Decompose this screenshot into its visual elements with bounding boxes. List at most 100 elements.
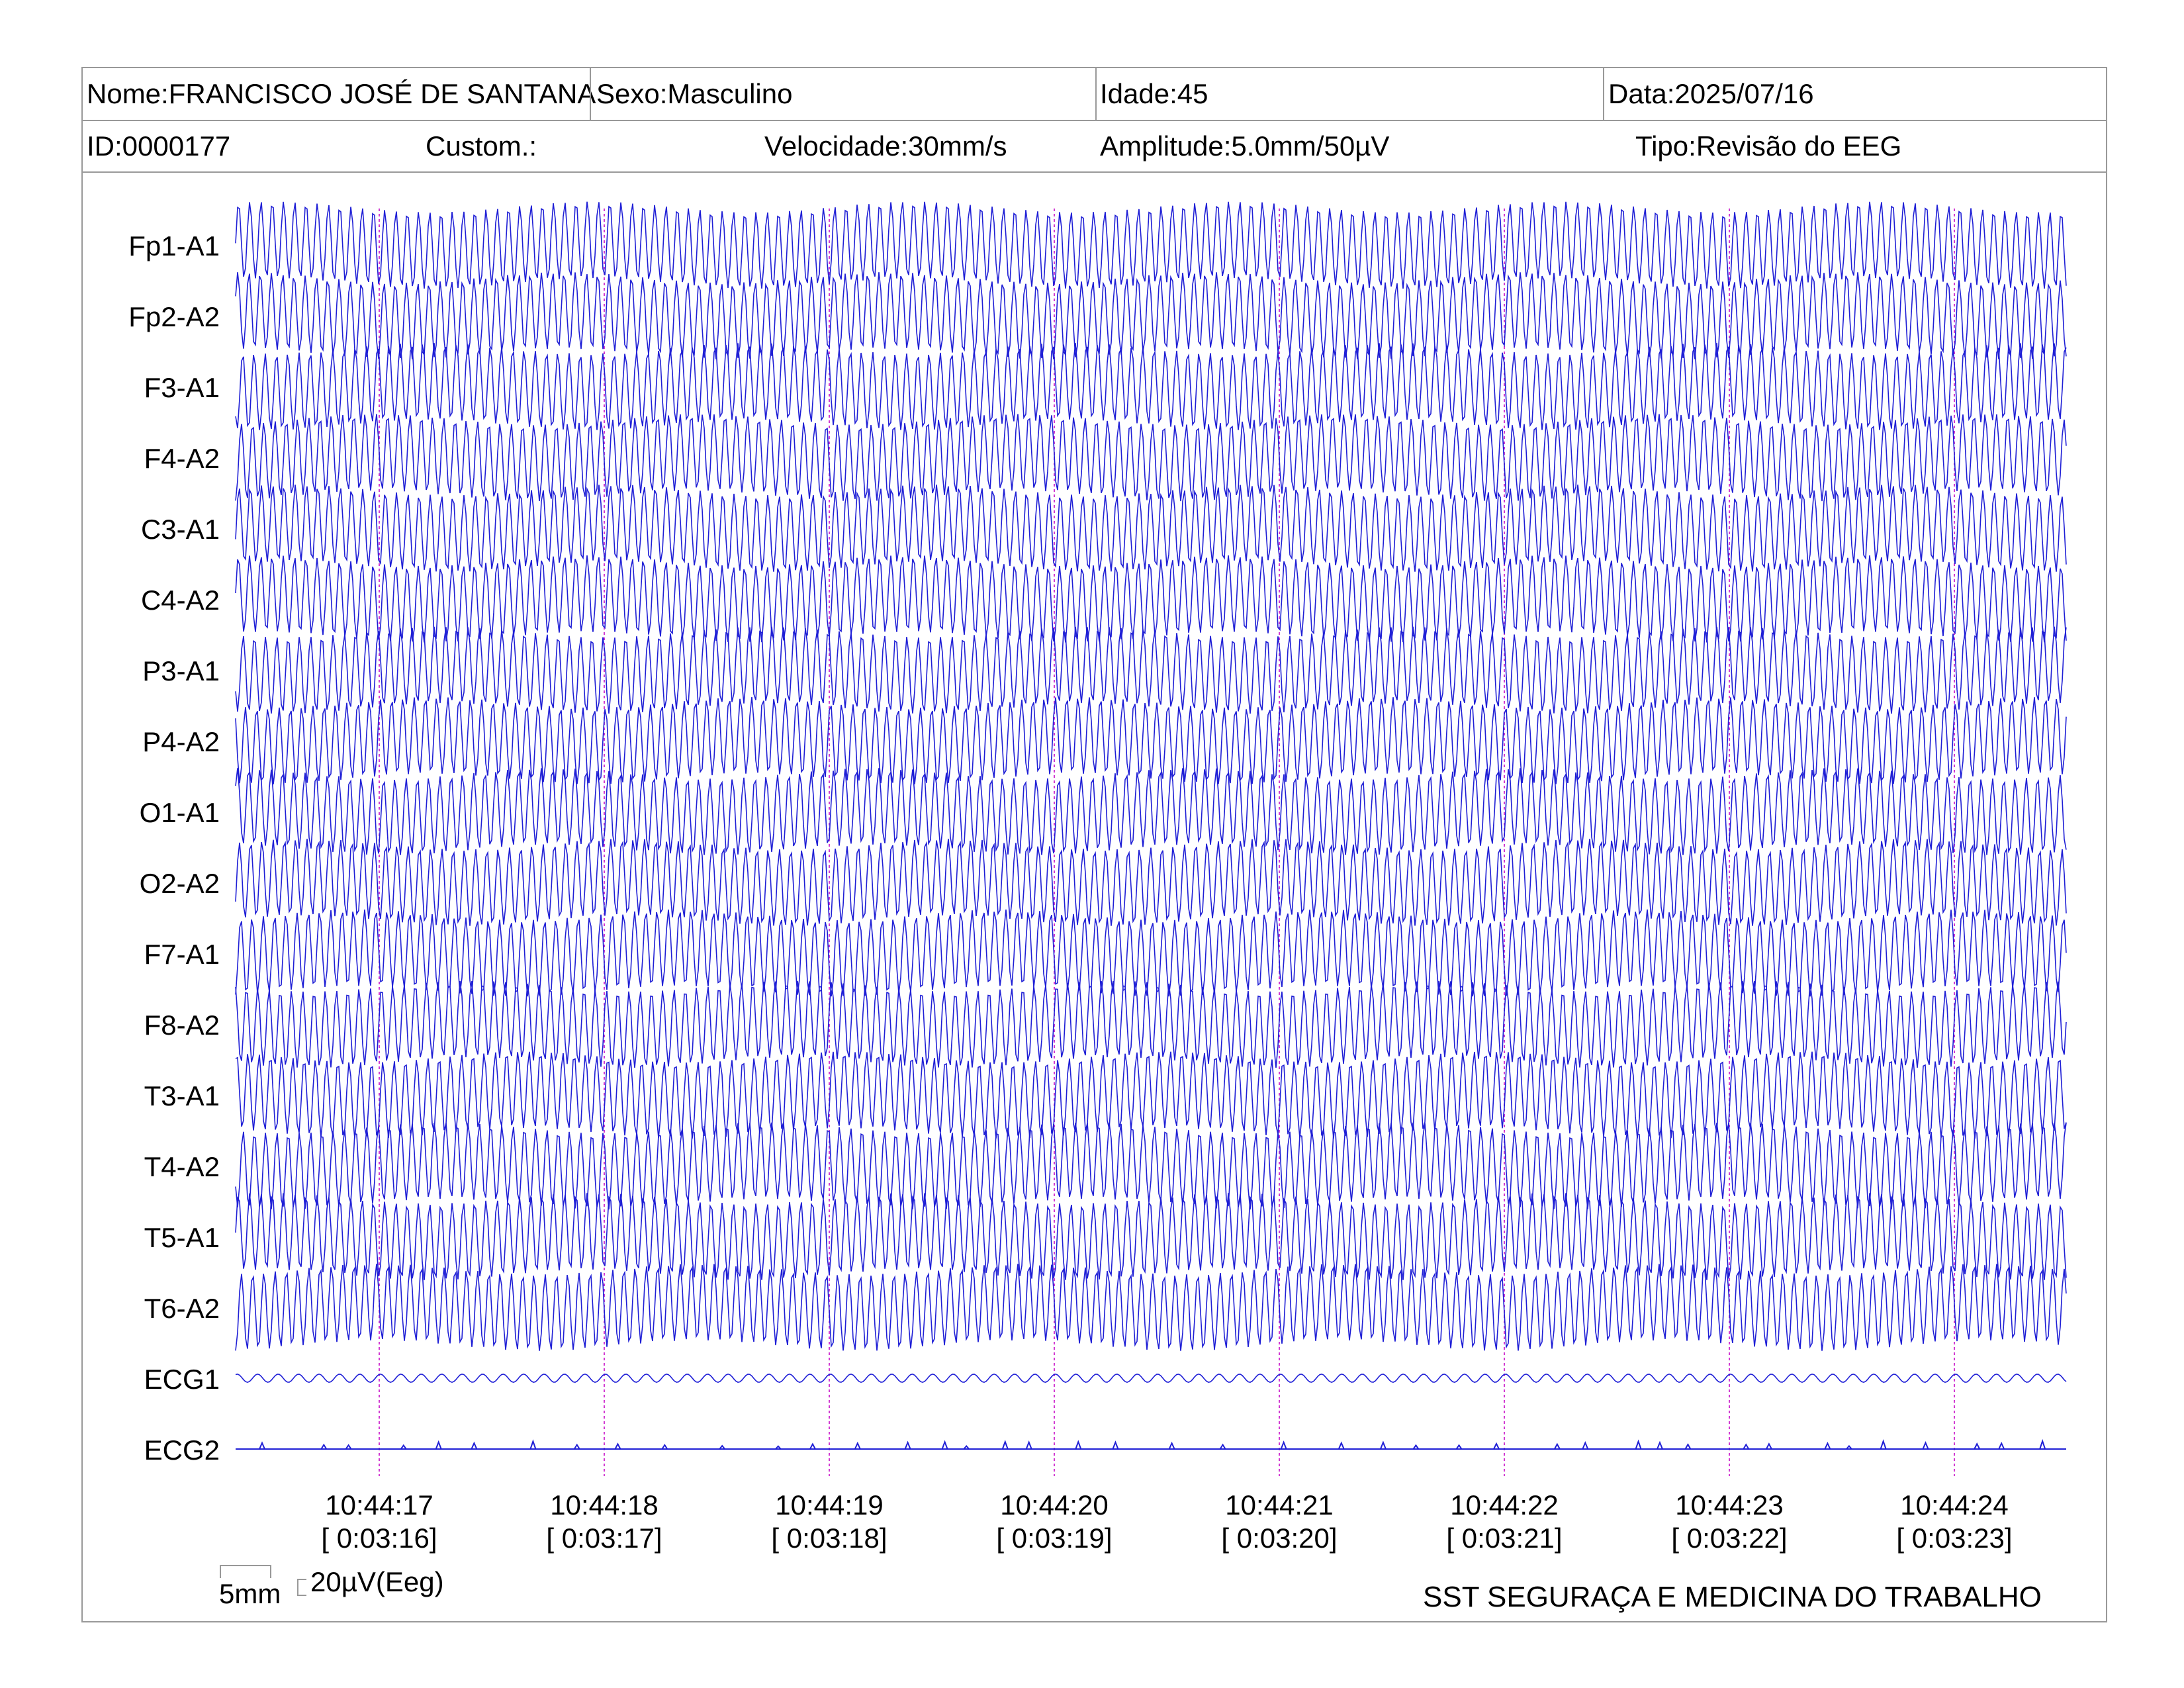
custom-field: Custom.: (426, 130, 537, 162)
time-elapsed-label: [ 0:03:17] (546, 1523, 662, 1554)
ecg-spike (719, 1444, 725, 1450)
channel-trace (235, 272, 2067, 359)
header-divider (590, 68, 591, 120)
header-row-patient: Nome:FRANCISCO JOSÉ DE SANTANA Sexo:Masc… (83, 68, 2106, 121)
ecg-spike (1846, 1444, 1852, 1450)
ecg-spike (1025, 1440, 1032, 1450)
time-elapsed-label: [ 0:03:21] (1446, 1523, 1562, 1554)
channel-trace (235, 1193, 2067, 1280)
time-elapsed-label: [ 0:03:22] (1671, 1523, 1787, 1554)
channel-label: P4-A2 (142, 726, 220, 757)
ecg-spike (1001, 1440, 1009, 1450)
channel-trace (235, 485, 2067, 572)
channel-label: ECG2 (144, 1434, 220, 1466)
channel-label: F4-A2 (144, 443, 220, 474)
time-clock-label: 10:44:21 (1225, 1489, 1334, 1521)
ecg-spike (941, 1440, 948, 1450)
channel-trace (235, 1122, 2067, 1210)
ecg-spike (1657, 1440, 1663, 1450)
ecg-spike (259, 1441, 265, 1450)
ecg-spike (1493, 1442, 1500, 1450)
channel-labels: Fp1-A1 Fp2-A2 F3-A1 F4-A2 C3-A1 C4-A2 P3-A1 P4-… (128, 230, 220, 1466)
ecg-spike (320, 1443, 328, 1450)
channel-label: F7-A1 (144, 939, 220, 970)
channel-label: F3-A1 (144, 372, 220, 403)
time-clock-label: 10:44:20 (1000, 1489, 1109, 1521)
channel-label: O1-A1 (140, 797, 220, 828)
channel-trace (235, 343, 2067, 430)
channel-trace (235, 909, 2067, 997)
ecg-spike (854, 1441, 861, 1450)
time-clock-label: 10:44:22 (1450, 1489, 1559, 1521)
ecg-spike (963, 1444, 970, 1450)
channel-label: Fp1-A1 (128, 230, 220, 261)
channel-trace (235, 839, 2067, 926)
ecg-spike (1338, 1441, 1345, 1450)
ecg-spike (1635, 1439, 1642, 1450)
exam-date: Data:2025/07/16 (1608, 78, 1814, 109)
ecg-spike (1553, 1442, 1561, 1450)
ecg-spike (435, 1440, 442, 1450)
channel-trace (235, 626, 2067, 714)
amplitude-scale-label: 20µV(Eeg) (310, 1566, 444, 1597)
channel-trace (235, 1373, 2067, 1383)
ecg-spike (471, 1441, 478, 1450)
speed-setting: Velocidade:30mm/s (764, 130, 1007, 162)
time-scale-bar (220, 1565, 271, 1578)
ecg-spike (775, 1445, 782, 1450)
time-clock-label: 10:44:19 (775, 1489, 884, 1521)
header-row-exam: ID:0000177 Custom.: Velocidade:30mm/s Am… (83, 121, 2106, 173)
time-labels: 10:44:17[ 0:03:16] 10:44:18[ 0:03:17] 10:4… (321, 1489, 2012, 1554)
ecg-spike (1824, 1442, 1831, 1450)
ecg-spike (1380, 1440, 1387, 1450)
channel-label: Fp2-A2 (128, 301, 220, 332)
channel-trace (235, 1051, 2067, 1139)
channel-label: P3-A1 (142, 655, 220, 686)
time-elapsed-label: [ 0:03:19] (996, 1523, 1112, 1554)
time-elapsed-label: [ 0:03:23] (1896, 1523, 2012, 1554)
ecg-spike (1922, 1441, 1929, 1450)
time-scale-label: 5mm (219, 1578, 281, 1609)
channel-trace (235, 697, 2067, 784)
channel-label: C4-A2 (141, 585, 220, 616)
amplitude-scale-bar (297, 1579, 306, 1596)
ecg-spike (1998, 1441, 2005, 1450)
ecg-spike (809, 1442, 816, 1450)
channel-trace (235, 1264, 2067, 1351)
ecg-spike (1455, 1444, 1463, 1450)
ecg-spike (1974, 1442, 1981, 1450)
patient-id: ID:0000177 (87, 130, 231, 162)
time-elapsed-label: [ 0:03:20] (1221, 1523, 1337, 1554)
ecg-spike (1684, 1443, 1692, 1450)
header-divider (1603, 68, 1604, 120)
channel-label: C3-A1 (141, 514, 220, 545)
channel-label: T4-A2 (144, 1151, 220, 1182)
ecg-spike (1766, 1442, 1772, 1450)
channel-label: T3-A1 (144, 1080, 220, 1111)
amplitude-setting: Amplitude:5.0mm/50µV (1100, 130, 1390, 162)
time-elapsed-label: [ 0:03:16] (321, 1523, 437, 1554)
ecg-spike (1743, 1443, 1750, 1450)
ecg-spike (1112, 1440, 1119, 1450)
ecg-spike (1075, 1440, 1082, 1450)
time-elapsed-label: [ 0:03:18] (771, 1523, 887, 1554)
ecg-spike (1219, 1443, 1226, 1450)
channel-trace (235, 414, 2067, 502)
channel-traces (235, 201, 2067, 1450)
patient-sex: Sexo:Masculino (596, 68, 796, 120)
ecg-spike (1168, 1441, 1175, 1450)
ecg-spike (614, 1442, 621, 1450)
time-clock-label: 10:44:17 (325, 1489, 433, 1521)
clinic-name: SST SEGURAÇA E MEDICINA DO TRABALHO (1423, 1581, 2042, 1613)
patient-name: Nome:FRANCISCO JOSÉ DE SANTANA (87, 78, 596, 109)
channel-label: ECG1 (144, 1364, 220, 1395)
ecg-spike (1280, 1440, 1287, 1450)
ecg-spike (573, 1443, 580, 1450)
ecg-spike (529, 1439, 537, 1450)
time-clock-label: 10:44:18 (550, 1489, 659, 1521)
report-frame: Nome:FRANCISCO JOSÉ DE SANTANA Sexo:Masc… (81, 67, 2107, 1622)
ecg-spike (345, 1444, 352, 1450)
time-clock-label: 10:44:24 (1900, 1489, 2009, 1521)
time-clock-label: 10:44:23 (1675, 1489, 1784, 1521)
